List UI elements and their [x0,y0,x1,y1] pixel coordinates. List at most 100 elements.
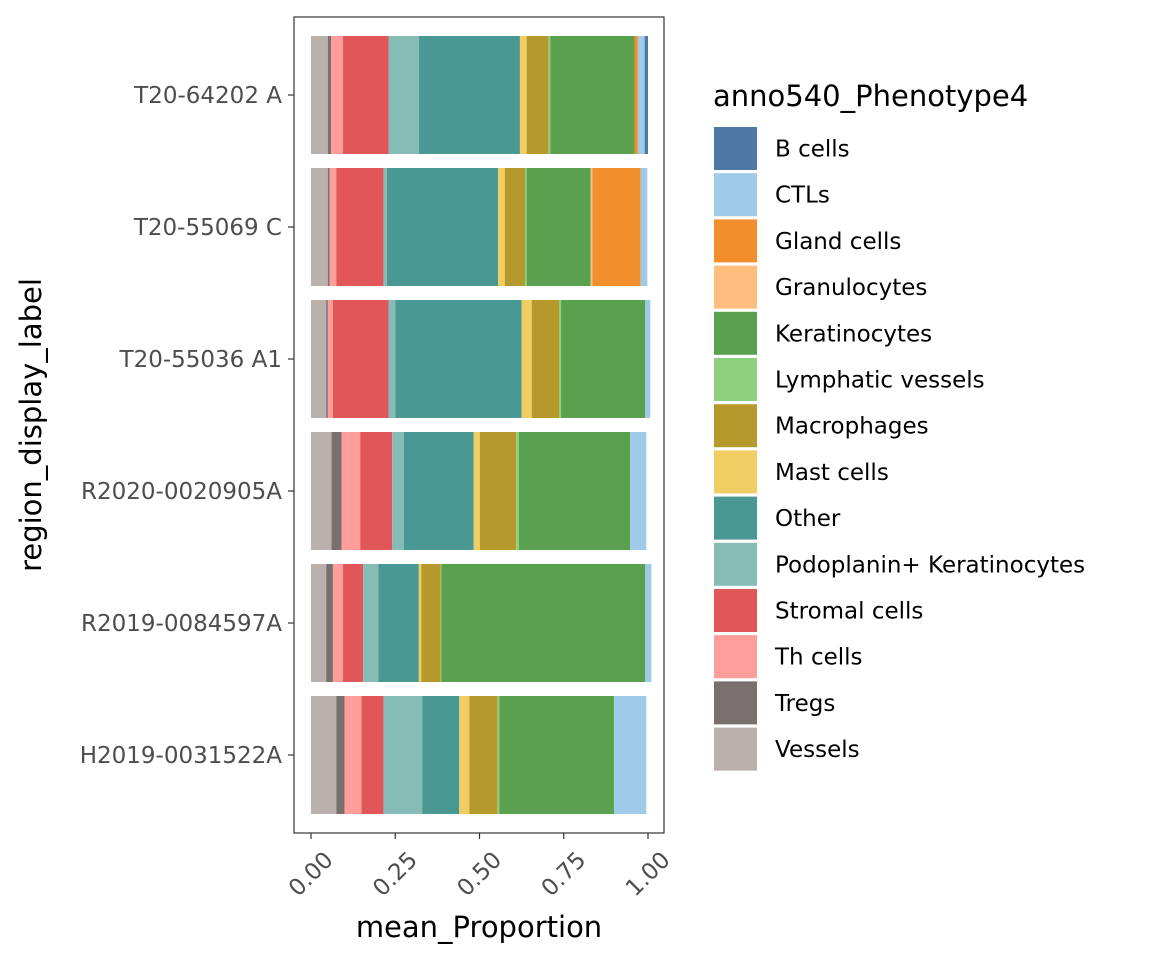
y-axis: T20-64202 A T20-55069 C T20-55036 A1 R2020-… [80,83,294,769]
legend-label: Gland cells [775,229,901,255]
bar-segment-ctls [645,564,652,682]
legend-key [714,589,757,632]
legend-key [714,265,757,309]
bar-segment-other [386,168,499,286]
bar-segment-mast-cells [498,168,505,286]
legend-label: Stromal cells [775,599,923,625]
legend-label: Th cells [774,645,863,671]
bar-segment-podoplanin-keratinocytes [383,168,387,286]
bar-segment-keratinocytes [561,300,646,418]
legend-label: Podoplanin+ Keratinocytes [775,552,1085,578]
legend-key [714,635,757,679]
bar-segment-keratinocytes [518,432,631,550]
y-tick-label: T20-55069 C [133,215,282,241]
legend-label: Mast cells [775,460,889,486]
bar-segment-tregs [327,168,330,286]
bar-segment-tregs [336,696,345,814]
bar-segment-macrophages [504,168,525,286]
bar-segment-granulocytes [590,168,593,286]
bar-segment-podoplanin-keratinocytes [388,36,419,154]
bar-segment-vessels [311,300,327,418]
bar-segment-podoplanin-keratinocytes [363,564,379,682]
legend-key [714,127,757,170]
bar-segment-podoplanin-keratinocytes [388,300,396,418]
bar-segment-keratinocytes [550,36,635,154]
bar-segment-th-cells [327,300,333,418]
x-tick-label: 0.25 [368,847,423,902]
bar-segment-macrophages [531,300,560,418]
bar-segment-tregs [327,36,332,154]
y-axis-title: region_display_label [14,278,48,572]
bar-segment-mast-cells [521,300,532,418]
legend-key [714,542,757,586]
bar-segment-macrophages [469,696,498,814]
bar-segment-tregs [326,564,333,682]
bar-segment-stromal-cells [360,432,393,550]
legend-label: Lymphatic vessels [775,368,985,394]
bar-segment-stromal-cells [343,564,364,682]
x-tick-label: 0.50 [452,847,507,902]
legend-key [714,358,757,401]
legend-label: Other [775,506,841,532]
bar-segment-tregs [331,432,342,550]
bar-segment-stromal-cells [336,168,384,286]
bar-segment-other [418,36,520,154]
bar-segment-th-cells [332,564,344,682]
legend-key [714,727,757,771]
bar-segment-stromal-cells [343,36,389,154]
y-tick-label: R2020-0020905A [81,479,282,505]
bar-segment-ctls [613,696,647,814]
legend-key [714,311,757,355]
legend-label: B cells [775,137,850,163]
legend-label: Macrophages [775,414,929,440]
bar-segment-lymphatic-vessels [440,564,442,682]
legend-key [714,219,757,263]
x-axis: 0.00 0.25 0.50 0.75 1.00 [284,833,676,902]
y-tick-label: T20-64202 A [133,83,282,109]
bar-segment-ctls [637,36,645,154]
bar-segment-keratinocytes [441,564,646,682]
bar-segment-gland-cells [592,168,641,286]
bar-segment-other [395,300,522,418]
bar-segment-keratinocytes [499,696,614,814]
bar-segment-podoplanin-keratinocytes [383,696,423,814]
bar-segment-other [422,696,460,814]
bar-segment-mast-cells [519,36,527,154]
bar-segment-mast-cells [459,696,470,814]
legend: anno540_Phenotype4 B cells CTLs Gland cell… [713,79,1085,771]
legend-key [714,450,757,494]
bar-segment-tregs [326,300,328,418]
legend-label: Tregs [774,691,835,717]
x-tick-label: 0.75 [537,847,592,902]
bar-segment-lymphatic-vessels [497,696,500,814]
bar-segment-vessels [311,168,328,286]
bar-segment-vessels [311,564,327,682]
bar-segment-ctls [630,432,647,550]
x-tick-label: 1.00 [621,847,676,902]
bar-segment-vessels [311,36,328,154]
legend-label: Vessels [775,737,860,763]
bar-segment-b-cells [644,36,648,154]
bar-segment-keratinocytes [526,168,591,286]
bar-segment-lymphatic-vessels [559,300,562,418]
legend-key [714,681,757,725]
bar-segment-lymphatic-vessels [548,36,551,154]
bar-segment-th-cells [344,696,362,814]
bar-segment-macrophages [479,432,517,550]
bar-segment-vessels [311,696,337,814]
legend-label: Granulocytes [775,275,927,301]
bar-segment-other [404,432,474,550]
bar-segment-lymphatic-vessels [525,168,527,286]
bar-segment-mast-cells [473,432,480,550]
legend-key [714,404,757,448]
bar-segment-th-cells [341,432,361,550]
bar-segment-gland-cells [634,36,638,154]
bar-segment-macrophages [421,564,441,682]
y-tick-label: T20-55036 A1 [119,347,282,373]
legend-title: anno540_Phenotype4 [713,79,1028,113]
legend-label: CTLs [775,183,830,209]
bar-segment-vessels [311,432,332,550]
y-tick-label: H2019-0031522A [80,743,283,769]
x-axis-title: mean_Proportion [356,910,602,944]
